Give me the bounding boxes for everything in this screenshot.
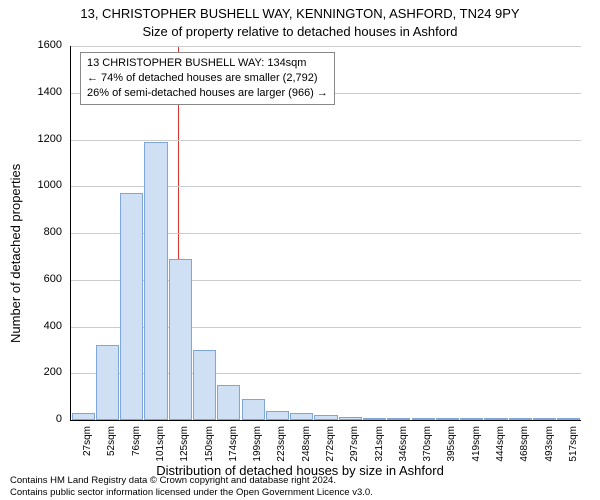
x-tick-label: 419sqm: [471, 426, 482, 476]
x-tick-label: 395sqm: [446, 426, 457, 476]
bar: [242, 399, 265, 420]
x-tick-label: 125sqm: [179, 426, 190, 476]
bar: [193, 350, 216, 420]
x-tick-label: 248sqm: [301, 426, 312, 476]
bar: [290, 413, 313, 420]
bar: [363, 418, 386, 420]
x-tick-label: 52sqm: [106, 426, 117, 476]
title-address: 13, CHRISTOPHER BUSHELL WAY, KENNINGTON,…: [0, 6, 600, 21]
footer-line-1: Contains HM Land Registry data © Crown c…: [10, 475, 590, 486]
bar: [436, 418, 459, 420]
y-tick-label: 600: [0, 273, 62, 285]
bar: [387, 418, 410, 420]
title-subtitle: Size of property relative to detached ho…: [0, 24, 600, 39]
y-tick-label: 1400: [0, 86, 62, 98]
x-tick-label: 468sqm: [519, 426, 530, 476]
x-tick-label: 101sqm: [155, 426, 166, 476]
bar: [217, 385, 240, 420]
bar: [460, 418, 483, 420]
bar: [72, 413, 95, 420]
bar: [339, 417, 362, 421]
x-tick-label: 223sqm: [276, 426, 287, 476]
gridline: [71, 46, 581, 47]
y-tick-label: 1000: [0, 179, 62, 191]
bar: [144, 142, 167, 420]
y-tick-label: 1200: [0, 133, 62, 145]
x-tick-label: 517sqm: [568, 426, 579, 476]
x-tick-label: 297sqm: [349, 426, 360, 476]
annotation-line-2: ← 74% of detached houses are smaller (2,…: [87, 71, 328, 86]
x-tick-label: 27sqm: [82, 426, 93, 476]
x-tick-label: 76sqm: [131, 426, 142, 476]
bar: [412, 418, 435, 420]
bar: [484, 418, 507, 420]
x-tick-label: 174sqm: [228, 426, 239, 476]
x-tick-label: 346sqm: [398, 426, 409, 476]
footer-line-2: Contains public sector information licen…: [10, 487, 590, 498]
annotation-box: 13 CHRISTOPHER BUSHELL WAY: 134sqm ← 74%…: [80, 52, 335, 105]
annotation-line-3: 26% of semi-detached houses are larger (…: [87, 86, 328, 101]
y-tick-label: 200: [0, 366, 62, 378]
y-tick-label: 0: [0, 413, 62, 425]
x-tick-label: 444sqm: [495, 426, 506, 476]
y-tick-label: 800: [0, 226, 62, 238]
annotation-line-1: 13 CHRISTOPHER BUSHELL WAY: 134sqm: [87, 56, 328, 71]
y-tick-label: 400: [0, 320, 62, 332]
x-tick-label: 272sqm: [325, 426, 336, 476]
bar: [169, 259, 192, 420]
x-tick-label: 370sqm: [422, 426, 433, 476]
bar: [314, 415, 337, 420]
gridline: [71, 140, 581, 141]
chart-container: 13, CHRISTOPHER BUSHELL WAY, KENNINGTON,…: [0, 0, 600, 500]
footer: Contains HM Land Registry data © Crown c…: [10, 475, 590, 498]
bar: [120, 193, 143, 420]
bar: [266, 411, 289, 420]
x-tick-label: 321sqm: [374, 426, 385, 476]
bar: [557, 418, 580, 420]
x-tick-label: 199sqm: [252, 426, 263, 476]
bar: [509, 418, 532, 420]
x-tick-label: 493sqm: [544, 426, 555, 476]
bar: [96, 345, 119, 420]
bar: [533, 418, 556, 420]
y-tick-label: 1600: [0, 39, 62, 51]
x-tick-label: 150sqm: [204, 426, 215, 476]
